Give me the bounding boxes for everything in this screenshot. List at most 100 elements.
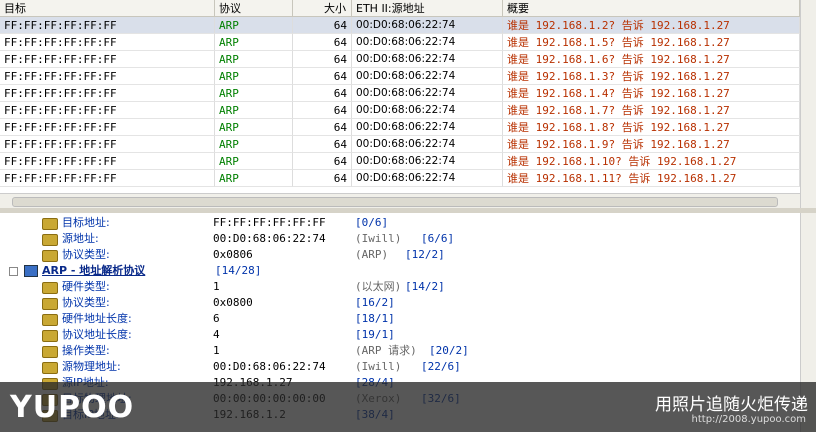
cell: 00:D0:68:06:22:74 [352, 153, 503, 170]
packet-row[interactable]: FF:FF:FF:FF:FF:FF ARP 64 00:D0:68:06:22:74 谁… [0, 102, 800, 119]
cell: ARP [215, 68, 293, 85]
packet-row[interactable]: FF:FF:FF:FF:FF:FF ARP 64 00:D0:68:06:22:74 谁… [0, 34, 800, 51]
field-info: (Iwill) [355, 232, 402, 245]
cell: ARP [215, 17, 293, 34]
field-icon [42, 234, 58, 246]
field-label: 源物理地址: [62, 360, 121, 373]
cell: 00:D0:68:06:22:74 [352, 136, 503, 153]
column-header: 协议 [215, 0, 293, 17]
column-header: ETH II:源地址 [352, 0, 503, 17]
field-label: 操作类型: [62, 344, 110, 357]
field-value: FF:FF:FF:FF:FF:FF [213, 216, 326, 229]
cell: ARP [215, 170, 293, 187]
cell: FF:FF:FF:FF:FF:FF [0, 85, 215, 102]
v-scrollbar[interactable] [800, 0, 816, 208]
cell: 00:D0:68:06:22:74 [352, 34, 503, 51]
field-value: 6 [213, 312, 220, 325]
cell: FF:FF:FF:FF:FF:FF [0, 68, 215, 85]
range: [0/6] [355, 216, 389, 229]
field-label: 目标地址: [62, 216, 110, 229]
range: [19/1] [355, 328, 395, 341]
packet-row[interactable]: FF:FF:FF:FF:FF:FF ARP 64 00:D0:68:06:22:74 谁… [0, 136, 800, 153]
cell: 64 [293, 119, 352, 136]
field-icon [42, 362, 58, 374]
field-label: 协议地址长度: [62, 328, 132, 341]
field-value: 4 [213, 328, 220, 341]
watermark-band: YUPOO 用照片追随火炬传递 http://2008.yupoo.com [0, 382, 816, 432]
cell: FF:FF:FF:FF:FF:FF [0, 136, 215, 153]
cell: 谁是 192.168.1.6? 告诉 192.168.1.27 [503, 51, 800, 68]
cell: FF:FF:FF:FF:FF:FF [0, 153, 215, 170]
packet-row[interactable]: FF:FF:FF:FF:FF:FF ARP 64 00:D0:68:06:22:74 谁… [0, 170, 800, 187]
cell: 64 [293, 85, 352, 102]
field-icon [42, 298, 58, 310]
field-icon [42, 330, 58, 342]
cell: 64 [293, 68, 352, 85]
cell: 64 [293, 153, 352, 170]
field-label: 硬件地址长度: [62, 312, 132, 325]
h-scrollbar[interactable] [0, 193, 800, 209]
field-icon [42, 250, 58, 262]
cell: FF:FF:FF:FF:FF:FF [0, 119, 215, 136]
cell: 64 [293, 51, 352, 68]
cell: 00:D0:68:06:22:74 [352, 119, 503, 136]
cell: 00:D0:68:06:22:74 [352, 51, 503, 68]
packet-row[interactable]: FF:FF:FF:FF:FF:FF ARP 64 00:D0:68:06:22:74 谁… [0, 51, 800, 68]
range: [14/28] [215, 264, 262, 277]
column-header: 目标 [0, 0, 215, 17]
cell: FF:FF:FF:FF:FF:FF [0, 17, 215, 34]
h-thumb[interactable] [12, 197, 778, 207]
field-icon [42, 314, 58, 326]
cell: 谁是 192.168.1.7? 告诉 192.168.1.27 [503, 102, 800, 119]
packet-row[interactable]: FF:FF:FF:FF:FF:FF ARP 64 00:D0:68:06:22:74 谁… [0, 153, 800, 170]
field-value: 00:D0:68:06:22:74 [213, 232, 326, 245]
range: [12/2] [405, 248, 445, 261]
cell: ARP [215, 119, 293, 136]
field-value: 1 [213, 344, 220, 357]
packet-list: 目标 协议 大小 ETH II:源地址 概要 FF:FF:FF:FF:FF:FF ARP 64… [0, 0, 800, 192]
field-icon [42, 346, 58, 358]
splitter[interactable] [0, 208, 816, 213]
cell: 00:D0:68:06:22:74 [352, 85, 503, 102]
field-value: 0x0806 [213, 248, 253, 261]
cell: 64 [293, 17, 352, 34]
field-icon [42, 282, 58, 294]
logo: YUPOO [10, 390, 135, 425]
column-header: 大小 [293, 0, 352, 17]
column-header: 概要 [503, 0, 800, 17]
cell: 00:D0:68:06:22:74 [352, 68, 503, 85]
cell: 64 [293, 136, 352, 153]
packet-row[interactable]: FF:FF:FF:FF:FF:FF ARP 64 00:D0:68:06:22:74 谁… [0, 68, 800, 85]
cell: ARP [215, 136, 293, 153]
cell: 谁是 192.168.1.10? 告诉 192.168.1.27 [503, 153, 800, 170]
field-icon [42, 218, 58, 230]
protocol-icon [24, 265, 38, 277]
field-info: (ARP 请求) [355, 344, 417, 357]
cell: 谁是 192.168.1.8? 告诉 192.168.1.27 [503, 119, 800, 136]
field-value: 0x0800 [213, 296, 253, 309]
cell: FF:FF:FF:FF:FF:FF [0, 170, 215, 187]
cell: 谁是 192.168.1.9? 告诉 192.168.1.27 [503, 136, 800, 153]
cell: 谁是 192.168.1.3? 告诉 192.168.1.27 [503, 68, 800, 85]
cell: 64 [293, 170, 352, 187]
cell: 00:D0:68:06:22:74 [352, 170, 503, 187]
cell: ARP [215, 85, 293, 102]
packet-row[interactable]: FF:FF:FF:FF:FF:FF ARP 64 00:D0:68:06:22:74 谁… [0, 119, 800, 136]
cell: 谁是 192.168.1.5? 告诉 192.168.1.27 [503, 34, 800, 51]
section-title[interactable]: ARP - 地址解析协议 [42, 264, 146, 277]
expander [9, 267, 18, 276]
field-value: 00:D0:68:06:22:74 [213, 360, 326, 373]
slogan: 用照片追随火炬传递 [655, 395, 808, 415]
cell: 谁是 192.168.1.2? 告诉 192.168.1.27 [503, 17, 800, 34]
cell: 64 [293, 34, 352, 51]
packet-row[interactable]: FF:FF:FF:FF:FF:FF ARP 64 00:D0:68:06:22:74 谁… [0, 85, 800, 102]
cell: FF:FF:FF:FF:FF:FF [0, 51, 215, 68]
v-scrollbar[interactable] [800, 213, 816, 432]
field-info: (Iwill) [355, 360, 402, 373]
cell: ARP [215, 34, 293, 51]
field-label: 源地址: [62, 232, 99, 245]
field-label: 协议类型: [62, 296, 110, 309]
cell: ARP [215, 153, 293, 170]
packet-row[interactable]: FF:FF:FF:FF:FF:FF ARP 64 00:D0:68:06:22:74 谁… [0, 17, 800, 34]
cell: 谁是 192.168.1.4? 告诉 192.168.1.27 [503, 85, 800, 102]
